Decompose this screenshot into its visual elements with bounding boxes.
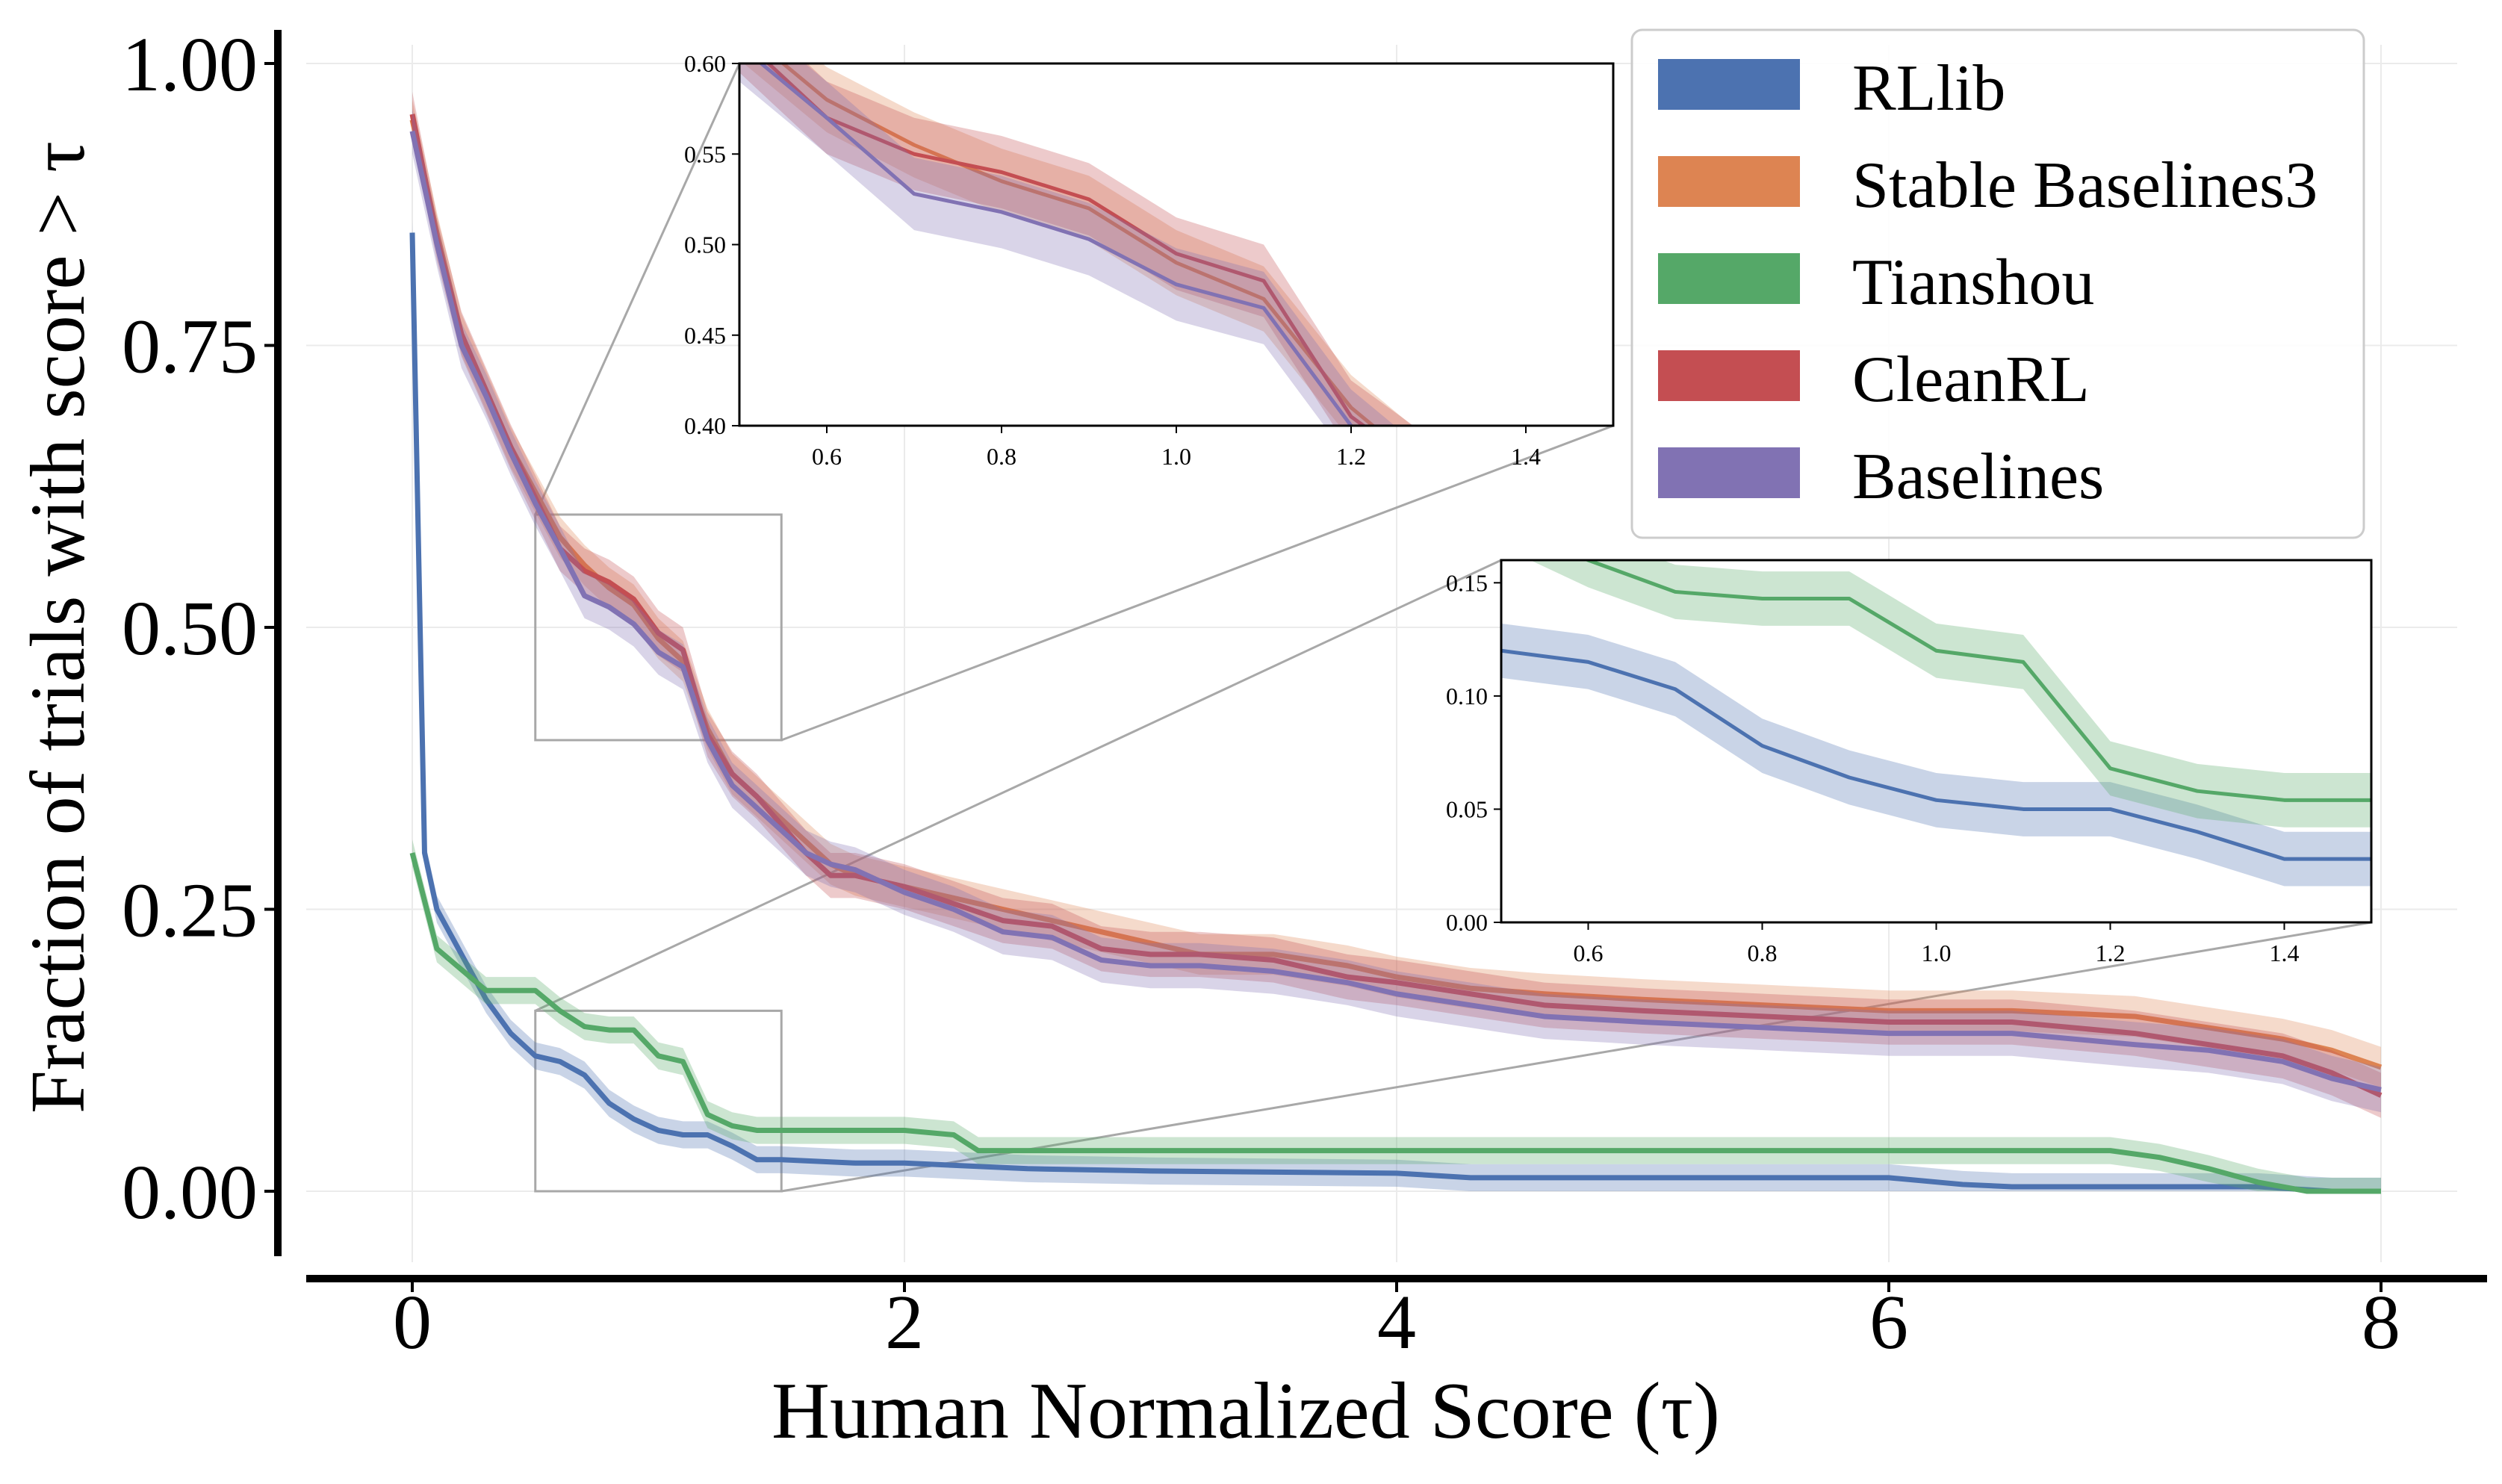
legend-label-4: Baselines (1852, 441, 2104, 513)
inset-series-1 (1501, 560, 2371, 887)
series-line-0-1 (766, 63, 1367, 426)
inset-background-1 (1501, 560, 2371, 922)
series-line-0 (409, 232, 2381, 1194)
series-line-1 (409, 119, 2383, 1070)
legend-swatch-0 (1658, 59, 1800, 110)
y-tick-label-1: 0.25 (122, 868, 258, 954)
y-tick-label-4: 1.00 (122, 22, 258, 108)
inset-x-tick-label-0-2: 1.0 (1161, 443, 1191, 470)
legend-swatch-1 (1658, 156, 1800, 207)
legend: RLlib Stable Baselines3 Tianshou CleanRL Bas… (1630, 28, 2365, 539)
series-line-0-2 (758, 63, 1354, 426)
legend-swatch-3 (1658, 350, 1800, 401)
inset-y-tick-label-0-4: 0.60 (684, 50, 726, 77)
legend-swatch-2 (1658, 253, 1800, 304)
zoom-box-0 (534, 513, 783, 742)
inset-x-tick-label-1-3: 1.2 (2096, 940, 2126, 966)
inset-y-tick-label-0-0: 0.40 (684, 412, 726, 439)
series-line-3 (409, 114, 2383, 1098)
inset-x-tick-label-0-0: 0.6 (812, 443, 842, 470)
inset-x-tick-label-1-1: 0.8 (1748, 940, 1778, 966)
series-line-2 (409, 852, 2381, 1194)
x-tick-label-0: 0 (393, 1279, 432, 1365)
x-tick-label-1: 2 (885, 1279, 924, 1365)
inset-lower: 0.6 0.8 1.0 1.2 1.4 0.00 0.05 0.10 0.15 (1446, 559, 2373, 966)
inset-background-0 (739, 63, 1613, 426)
series-band-2 (412, 839, 2381, 1191)
inset-x-tick-label-1-0: 0.6 (1574, 940, 1604, 966)
inset-x-tick-label-1-4: 1.4 (2270, 940, 2300, 966)
legend-frame (1630, 28, 2365, 539)
series-line-0-0 (780, 63, 1376, 426)
zoom-connector-a-1 (535, 559, 1502, 1012)
x-tick-label-2: 4 (1377, 1279, 1416, 1365)
y-tick-label-0: 0.00 (122, 1149, 258, 1235)
inset-series-0 (739, 63, 1414, 426)
zoom-indicators (534, 63, 2372, 1193)
inset-x-tick-label-1-2: 1.0 (1922, 940, 1952, 966)
x-tick-label-4: 8 (2362, 1279, 2400, 1365)
inset-y-tick-label-1-1: 0.05 (1446, 795, 1488, 822)
series-band-1-1 (1530, 560, 2371, 828)
main-plot-series (409, 91, 2383, 1194)
inset-x-tick-label-0-4: 1.4 (1511, 443, 1541, 470)
inset-upper: 0.6 0.8 1.0 1.2 1.4 0.40 0.45 0.50 0.55 0.60 (684, 50, 1615, 470)
zoom-connector-b-1 (780, 921, 2372, 1193)
series-band-0-1 (739, 63, 1414, 426)
inset-y-tick-label-1-0: 0.00 (1446, 909, 1488, 936)
series-band-0-2 (739, 63, 1395, 426)
inset-y-tick-label-0-2: 0.50 (684, 232, 726, 258)
legend-swatch-4 (1658, 447, 1800, 498)
inset-y-tick-label-0-1: 0.45 (684, 322, 726, 349)
inset-y-tick-label-0-3: 0.55 (684, 140, 726, 167)
zoom-connector-b-0 (780, 424, 1614, 742)
inset-x-tick-label-0-3: 1.2 (1336, 443, 1366, 470)
y-tick-label-2: 0.50 (122, 586, 258, 671)
legend-label-0: RLlib (1852, 52, 2005, 125)
series-line-1-1 (1583, 560, 2371, 802)
main-axes: 0 2 4 6 8 0.00 0.25 0.50 0.75 1.00 (122, 22, 2487, 1365)
zoom-connector-a-0 (534, 63, 741, 515)
legend-label-2: Tianshou (1852, 246, 2094, 319)
series-line-4 (409, 130, 2382, 1093)
inset-y-tick-label-1-3: 0.15 (1446, 569, 1488, 596)
x-tick-label-3: 6 (1869, 1279, 1908, 1365)
zoom-box-1 (534, 1009, 783, 1193)
inset-x-tick-label-0-1: 0.8 (987, 443, 1016, 470)
legend-label-1: Stable Baselines3 (1852, 149, 2318, 222)
y-axis-label: Fraction of trials with score > τ (15, 141, 101, 1114)
series-band-0 (412, 219, 2381, 1191)
y-tick-label-3: 0.75 (122, 304, 258, 390)
x-axis-label: Human Normalized Score (τ) (772, 1367, 1720, 1456)
series-line-1-0 (1501, 648, 2371, 861)
legend-label-3: CleanRL (1852, 344, 2090, 416)
inset-y-tick-label-1-2: 0.10 (1446, 683, 1488, 710)
